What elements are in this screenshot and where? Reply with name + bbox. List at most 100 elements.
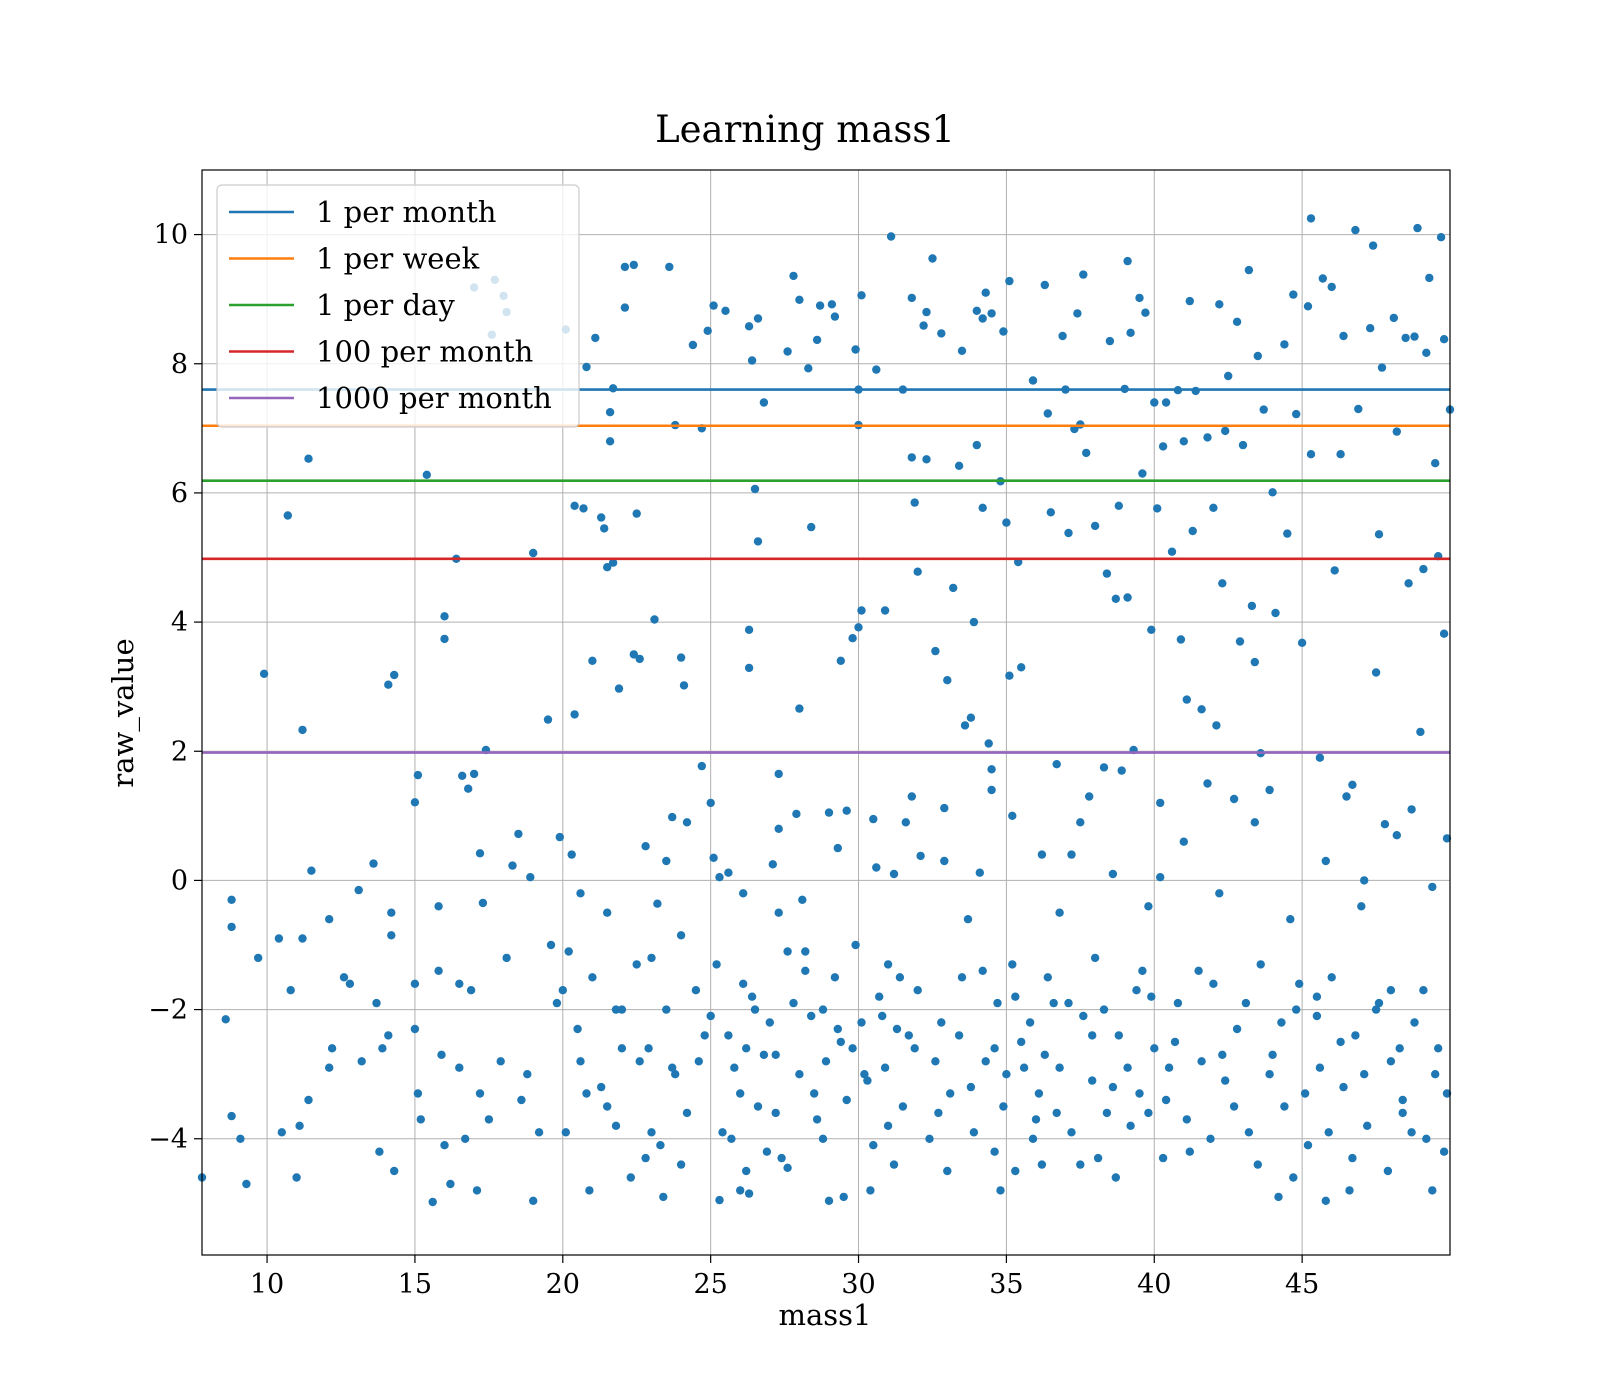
- scatter-point: [608, 558, 618, 567]
- scatter-point: [1203, 433, 1212, 442]
- scatter-point: [526, 873, 535, 882]
- legend-entry-label: 1 per month: [316, 195, 496, 229]
- scatter-point: [626, 1173, 635, 1182]
- scatter-point: [644, 1044, 653, 1053]
- scatter-point: [972, 306, 981, 315]
- scatter-point: [1040, 280, 1050, 290]
- scatter-point: [1058, 331, 1067, 341]
- y-tick-label: 4: [171, 607, 188, 638]
- scatter-point: [724, 868, 733, 877]
- scatter-point: [1224, 371, 1233, 381]
- scatter-point: [375, 1147, 384, 1156]
- scatter-point: [910, 1044, 919, 1053]
- scatter-point: [558, 986, 567, 995]
- scatter-point: [455, 1063, 464, 1072]
- scatter-point: [842, 806, 851, 815]
- scatter-point: [1321, 856, 1331, 866]
- scatter-point: [747, 992, 757, 1001]
- scatter-point: [839, 1192, 848, 1202]
- scatter-point: [1283, 529, 1292, 538]
- scatter-point: [892, 1024, 902, 1034]
- scatter-point: [724, 1031, 733, 1040]
- scatter-point: [1351, 225, 1360, 235]
- scatter-point: [1123, 256, 1132, 266]
- y-tick-label: 8: [171, 349, 188, 380]
- scatter-point: [458, 771, 467, 780]
- scatter-point: [824, 808, 834, 817]
- scatter-point: [883, 1121, 893, 1131]
- scatter-point: [325, 1063, 334, 1072]
- scatter-point: [709, 853, 718, 862]
- scatter-point: [298, 934, 307, 943]
- scatter-point: [1191, 386, 1200, 396]
- scatter-point: [1212, 721, 1221, 730]
- legend: 1 per month 1 per week 1 per day 100 per mo…: [216, 184, 580, 428]
- scatter-point: [603, 563, 612, 572]
- scatter-point: [1037, 850, 1047, 859]
- scatter-point: [1067, 850, 1076, 859]
- scatter-point: [999, 1102, 1008, 1111]
- scatter-point: [1043, 973, 1053, 982]
- scatter-point: [869, 1141, 878, 1150]
- scatter-point: [904, 1031, 913, 1040]
- scatter-point: [984, 739, 993, 748]
- scatter-point: [552, 998, 562, 1008]
- scatter-point: [1197, 1057, 1206, 1066]
- scatter-point: [934, 1108, 943, 1118]
- scatter-point: [410, 1024, 420, 1034]
- y-tick-label: 0: [171, 865, 188, 896]
- scatter-point: [1303, 1141, 1313, 1150]
- x-tick-label: 45: [1285, 1269, 1319, 1300]
- scatter-point: [422, 470, 431, 479]
- scatter-point: [1173, 998, 1183, 1008]
- scatter-point: [978, 314, 987, 323]
- scatter-point: [1238, 440, 1248, 450]
- scatter-point: [1017, 1037, 1026, 1047]
- scatter-point: [502, 953, 511, 963]
- scatter-point: [617, 1005, 627, 1014]
- scatter-point: [1088, 1031, 1097, 1040]
- scatter-point: [1244, 265, 1254, 275]
- y-tick-label: −2: [148, 995, 188, 1026]
- scatter-point: [354, 885, 363, 895]
- scatter-point: [277, 1128, 286, 1137]
- scatter-point: [1339, 331, 1348, 341]
- scatter-point: [529, 548, 538, 558]
- scatter-point: [762, 1147, 772, 1156]
- scatter-point: [848, 634, 857, 643]
- scatter-point: [978, 966, 987, 975]
- scatter-point: [851, 345, 860, 354]
- scatter-point: [1235, 637, 1245, 646]
- scatter-point: [993, 998, 1002, 1008]
- scatter-point: [1292, 1005, 1301, 1014]
- scatter-point: [1348, 780, 1357, 789]
- scatter-point: [869, 814, 878, 824]
- scatter-point: [925, 1134, 934, 1144]
- scatter-point: [1410, 332, 1419, 341]
- scatter-point: [659, 1192, 668, 1202]
- scatter-point: [1395, 1044, 1404, 1053]
- scatter-point: [1144, 1108, 1153, 1118]
- scatter-point: [1247, 601, 1257, 611]
- scatter-point: [1215, 300, 1224, 309]
- scatter-point: [620, 262, 630, 272]
- scatter-point: [668, 812, 677, 822]
- scatter-point: [1179, 437, 1189, 446]
- scatter-point: [582, 1089, 591, 1098]
- scatter-point: [848, 1044, 857, 1053]
- scatter-point: [783, 1163, 792, 1173]
- scatter-point: [753, 537, 763, 546]
- scatter-point: [1380, 820, 1390, 829]
- scatter-point: [605, 408, 615, 417]
- scatter-point: [783, 947, 792, 956]
- scatter-point: [573, 1024, 582, 1034]
- scatter-point: [1357, 902, 1366, 911]
- scatter-point: [922, 307, 931, 317]
- scatter-point: [682, 1108, 692, 1118]
- scatter-point: [712, 960, 721, 969]
- scatter-point: [774, 769, 783, 779]
- scatter-point: [795, 704, 804, 713]
- scatter-point: [872, 863, 881, 872]
- scatter-point: [774, 908, 783, 917]
- x-axis-label: mass1: [778, 1298, 871, 1332]
